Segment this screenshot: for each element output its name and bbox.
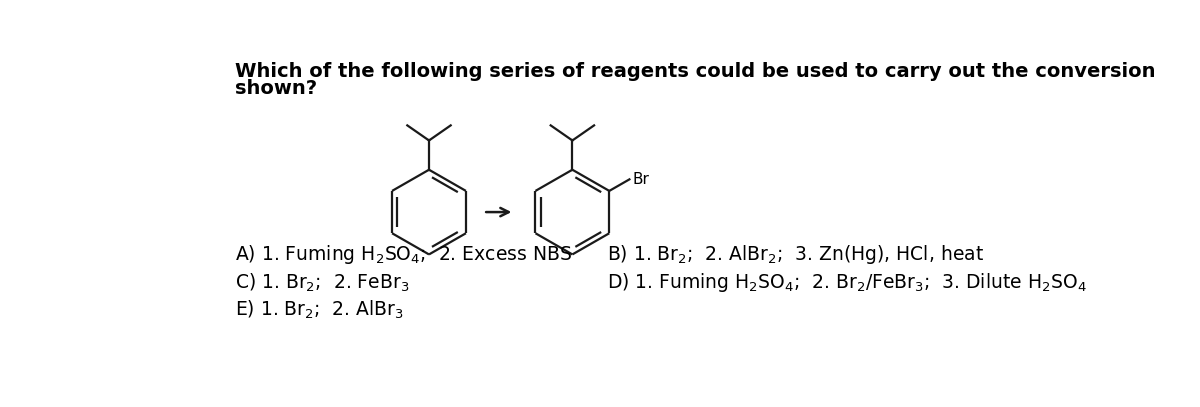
Text: Which of the following series of reagents could be used to carry out the convers: Which of the following series of reagent… bbox=[235, 62, 1156, 81]
Text: A) 1. Fuming H$_2$SO$_4$;  2. Excess NBS: A) 1. Fuming H$_2$SO$_4$; 2. Excess NBS bbox=[235, 243, 572, 266]
Text: B) 1. Br$_2$;  2. AlBr$_2$;  3. Zn(Hg), HCl, heat: B) 1. Br$_2$; 2. AlBr$_2$; 3. Zn(Hg), HC… bbox=[607, 243, 984, 266]
Text: E) 1. Br$_2$;  2. AlBr$_3$: E) 1. Br$_2$; 2. AlBr$_3$ bbox=[235, 299, 404, 322]
Text: Br: Br bbox=[632, 172, 649, 187]
Text: C) 1. Br$_2$;  2. FeBr$_3$: C) 1. Br$_2$; 2. FeBr$_3$ bbox=[235, 271, 409, 294]
Text: D) 1. Fuming H$_2$SO$_4$;  2. Br$_2$/FeBr$_3$;  3. Dilute H$_2$SO$_4$: D) 1. Fuming H$_2$SO$_4$; 2. Br$_2$/FeBr… bbox=[607, 271, 1087, 294]
Text: shown?: shown? bbox=[235, 79, 317, 98]
